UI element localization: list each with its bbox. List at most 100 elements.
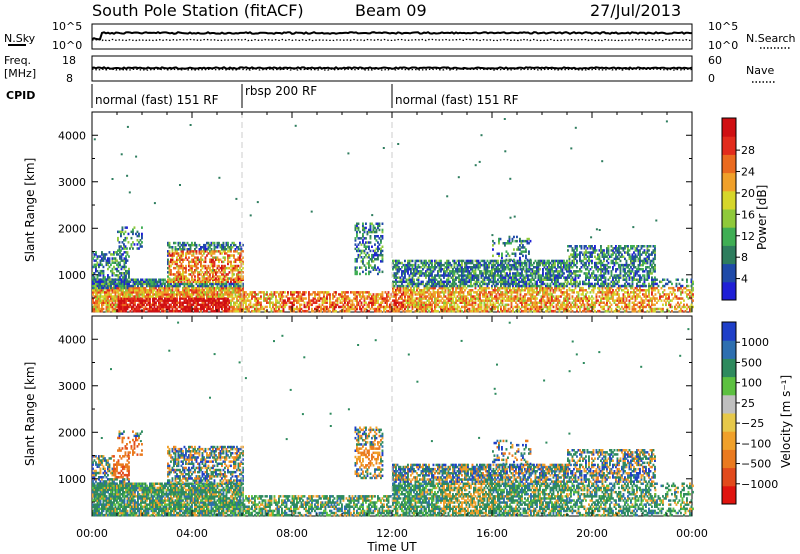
backscatter-cell xyxy=(515,263,517,267)
backscatter-cell xyxy=(423,261,426,265)
backscatter-cell xyxy=(552,291,555,294)
backscatter-cell xyxy=(356,297,358,300)
backscatter-cell xyxy=(485,270,487,273)
backscatter-cell xyxy=(483,276,486,279)
backscatter-cell xyxy=(375,258,378,261)
backscatter-cell xyxy=(443,268,445,271)
backscatter-cell xyxy=(197,258,199,261)
backscatter-cell xyxy=(189,297,192,300)
backscatter-cell xyxy=(512,272,514,275)
backscatter-cell xyxy=(140,286,142,290)
backscatter-cell xyxy=(104,253,106,256)
backscatter-cell xyxy=(168,284,171,288)
backscatter-cell xyxy=(407,307,409,311)
backscatter-cell xyxy=(236,273,238,276)
backscatter-cell xyxy=(125,257,127,260)
backscatter-cell xyxy=(506,263,508,267)
backscatter-cell xyxy=(381,235,384,238)
backscatter-cell xyxy=(335,305,337,309)
backscatter-cell xyxy=(221,286,223,290)
backscatter-cell xyxy=(119,297,121,300)
backscatter-cell xyxy=(500,261,502,265)
backscatter-cell xyxy=(99,295,102,298)
backscatter-cell xyxy=(372,226,375,230)
backscatter-cell xyxy=(114,291,117,294)
backscatter-cell xyxy=(473,305,475,309)
backscatter-cell xyxy=(513,274,516,277)
backscatter-cell xyxy=(153,280,156,284)
backscatter-cell xyxy=(126,293,129,296)
backscatter-cell xyxy=(429,259,432,263)
backscatter-cell xyxy=(491,268,493,271)
backscatter-cell xyxy=(380,295,382,298)
backscatter-cell xyxy=(420,291,423,294)
backscatter-cell xyxy=(552,270,555,273)
backscatter-cell xyxy=(465,263,468,267)
backscatter-cell xyxy=(93,303,96,307)
backscatter-cell xyxy=(189,264,192,268)
backscatter-cell xyxy=(369,264,372,267)
backscatter-cell xyxy=(471,259,474,263)
backscatter-cell xyxy=(438,259,441,263)
backscatter-cell xyxy=(114,297,117,300)
backscatter-cell xyxy=(494,259,496,263)
backscatter-cell xyxy=(558,305,561,309)
backscatter-cell xyxy=(332,303,334,307)
backscatter-cell xyxy=(395,268,397,271)
backscatter-cell xyxy=(396,293,399,296)
backscatter-cell xyxy=(461,280,463,284)
backscatter-cell xyxy=(389,303,391,307)
backscatter-cell xyxy=(99,255,102,258)
backscatter-cell xyxy=(149,303,151,307)
backscatter-cell xyxy=(306,305,309,309)
backscatter-cell xyxy=(558,295,561,298)
backscatter-cell xyxy=(350,307,352,311)
backscatter-cell xyxy=(309,299,312,302)
backscatter-cell xyxy=(177,269,180,272)
backscatter-cell xyxy=(465,299,468,302)
backscatter-cell xyxy=(101,305,103,309)
backscatter-cell xyxy=(459,307,462,311)
backscatter-cell xyxy=(423,301,426,304)
backscatter-cell xyxy=(498,276,501,279)
backscatter-cell xyxy=(182,289,184,292)
backscatter-cell xyxy=(549,261,552,265)
backscatter-cell xyxy=(242,284,244,288)
backscatter-cell xyxy=(108,289,111,292)
backscatter-cell xyxy=(123,301,126,304)
backscatter-cell xyxy=(203,291,205,294)
backscatter-cell xyxy=(146,278,148,281)
backscatter-cell xyxy=(209,266,211,270)
backscatter-cell xyxy=(125,297,127,300)
backscatter-cell xyxy=(554,259,556,263)
backscatter-cell xyxy=(149,301,151,304)
backscatter-cell xyxy=(221,295,223,298)
backscatter-cell xyxy=(425,272,427,275)
backscatter-cell xyxy=(170,271,172,274)
backscatter-cell xyxy=(158,291,160,294)
backscatter-cell xyxy=(560,266,562,269)
backscatter-cell xyxy=(213,295,216,298)
backscatter-cell xyxy=(107,299,109,302)
backscatter-cell xyxy=(398,303,400,307)
backscatter-cell xyxy=(392,286,394,290)
backscatter-cell xyxy=(419,291,421,294)
backscatter-cell xyxy=(195,266,198,270)
backscatter-cell xyxy=(108,282,111,285)
backscatter-cell xyxy=(116,299,118,302)
backscatter-cell xyxy=(386,303,388,307)
backscatter-cell xyxy=(159,297,162,300)
backscatter-cell xyxy=(500,272,502,275)
backscatter-cell xyxy=(140,278,142,281)
backscatter-cell xyxy=(146,280,148,284)
backscatter-cell xyxy=(234,295,237,298)
backscatter-cell xyxy=(204,256,207,259)
backscatter-cell xyxy=(132,289,135,292)
backscatter-cell xyxy=(174,293,177,296)
backscatter-cell xyxy=(497,282,499,286)
backscatter-cell xyxy=(539,259,541,263)
backscatter-cell xyxy=(470,303,472,307)
backscatter-cell xyxy=(314,291,316,294)
backscatter-cell xyxy=(441,263,444,267)
backscatter-cell xyxy=(443,307,445,311)
